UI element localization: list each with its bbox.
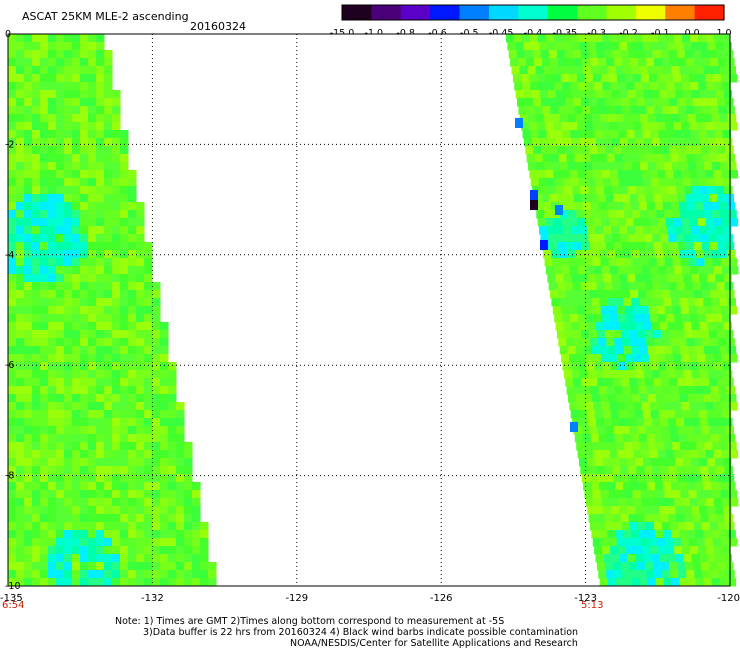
note-line-1: Note: 1) Times are GMT 2)Times along bot… [115, 616, 505, 627]
y-tick-label: -2 [5, 139, 14, 150]
time-left: 6:54 [2, 600, 25, 611]
low-value-cell [540, 240, 548, 250]
colorbar-swatch [577, 5, 608, 20]
map-frame [7, 33, 731, 587]
title: ASCAT 25KM MLE-2 ascending [22, 10, 189, 23]
colorbar-swatch [400, 5, 431, 20]
x-tick-label: -123 [574, 593, 597, 604]
note-line-2: 3)Data buffer is 22 hrs from 20160324 4)… [143, 627, 579, 638]
x-tick-label: -120 [717, 593, 740, 604]
y-tick-label: -6 [5, 360, 14, 371]
colorbar-swatch [430, 5, 461, 20]
colorbar-swatch [665, 5, 696, 20]
low-value-cell [515, 118, 523, 128]
colorbar-swatch [694, 5, 725, 20]
x-axis-ticks: -135 -132 -129 -126 -123 -120 [0, 593, 740, 604]
low-value-cell [570, 422, 578, 432]
colorbar-swatch [606, 5, 637, 20]
y-axis-ticks: 0 -2 -4 -6 -8 -10 [5, 29, 21, 592]
swath-west [8, 34, 217, 587]
colorbar-swatch [488, 5, 519, 20]
y-tick-label: 0 [5, 29, 11, 40]
low-value-cell [555, 205, 563, 215]
x-tick-label: -135 [0, 593, 23, 604]
swath-east [506, 34, 739, 587]
y-tick-label: -8 [5, 471, 14, 482]
note-line-3: NOAA/NESDIS/Center for Satellite Applica… [290, 638, 578, 649]
x-tick-label: -126 [430, 593, 453, 604]
x-tick-label: -132 [141, 593, 164, 604]
y-tick-label: -10 [5, 581, 21, 592]
colorbar-swatch [342, 5, 372, 20]
colorbar-swatch [635, 5, 666, 20]
time-right: 5:13 [581, 600, 604, 611]
low-value-cell [530, 190, 538, 200]
gridlines [8, 34, 730, 586]
colorbar-swatch [547, 5, 578, 20]
colorbar-swatch [459, 5, 490, 20]
colorbar-swatch [518, 5, 549, 20]
low-value-cell [530, 200, 538, 210]
colorbar-swatch [371, 5, 402, 20]
date-label: 20160324 [190, 20, 246, 33]
y-tick-label: -4 [5, 250, 14, 261]
x-tick-label: -129 [285, 593, 308, 604]
